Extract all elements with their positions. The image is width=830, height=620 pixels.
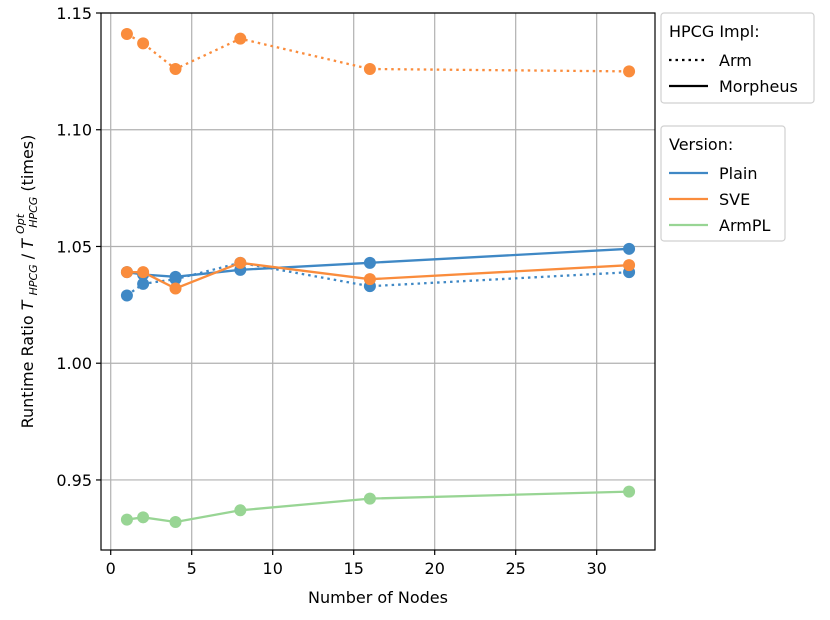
- legend-label: Arm: [719, 51, 752, 70]
- x-tick-label: 5: [187, 559, 197, 578]
- series-line: [126, 261, 630, 290]
- data-point: [169, 515, 182, 528]
- y-tick-label: 1.15: [56, 4, 92, 23]
- y-axis-title-den-sup: Opt: [14, 213, 27, 234]
- legend-title: HPCG Impl:: [669, 22, 760, 41]
- x-tick-label: 15: [344, 559, 364, 578]
- series-line: [126, 33, 630, 73]
- data-point: [120, 513, 133, 526]
- legend-box: [660, 12, 815, 104]
- series-plain-morpheus: [120, 242, 636, 283]
- y-axis-title-suffix: (times): [18, 135, 37, 192]
- data-point: [137, 511, 150, 524]
- x-tick-label: 25: [506, 559, 526, 578]
- series-line: [126, 490, 630, 524]
- series-sve-arm: [120, 28, 636, 78]
- x-axis-title: Number of Nodes: [308, 588, 448, 607]
- data-point: [623, 485, 636, 498]
- y-axis-title-num-sub: HPCG: [27, 264, 40, 295]
- data-point: [137, 266, 150, 279]
- data-point: [120, 289, 133, 302]
- y-axis-title-den-sub: HPCG: [27, 197, 40, 228]
- plot-series: [120, 28, 636, 528]
- legend-hpcg-impl: HPCG Impl: Arm Morpheus: [660, 12, 815, 104]
- y-axis-title-prefix: Runtime Ratio: [18, 310, 37, 428]
- plot-frame: [100, 12, 656, 551]
- series-sve-morpheus: [120, 256, 636, 295]
- y-tick-label: 1.05: [56, 237, 92, 256]
- series-line: [126, 261, 630, 297]
- x-tick-label: 10: [263, 559, 283, 578]
- y-tick-label: 0.95: [56, 471, 92, 490]
- data-point: [363, 63, 376, 76]
- data-point: [363, 492, 376, 505]
- data-point: [623, 242, 636, 255]
- x-tick-label: 30: [587, 559, 607, 578]
- data-point: [234, 256, 247, 269]
- data-point: [623, 65, 636, 78]
- legend-label: Morpheus: [719, 77, 798, 96]
- data-point: [120, 28, 133, 41]
- legends: HPCG Impl: Arm Morpheus Version: Plain SVE Arm…: [660, 12, 815, 242]
- x-tick-label: 20: [425, 559, 445, 578]
- legend-version: Version: Plain SVE ArmPL: [660, 125, 786, 242]
- data-point: [363, 256, 376, 269]
- data-point: [120, 266, 133, 279]
- data-point: [169, 270, 182, 283]
- data-point: [169, 63, 182, 76]
- y-axis-title: Runtime Ratio T HPCG / T Opt HPCG (times…: [9, 135, 41, 429]
- y-axis-title-den: T: [18, 238, 37, 249]
- legend-label: ArmPL: [719, 216, 770, 235]
- y-axis-title-slash: /: [18, 249, 37, 259]
- y-tick-label: 1.10: [56, 121, 92, 140]
- y-axis-title-num: T: [18, 299, 37, 310]
- data-point: [363, 273, 376, 286]
- data-point: [169, 282, 182, 295]
- x-tick-label: 0: [106, 559, 116, 578]
- y-tick-label: 1.00: [56, 354, 92, 373]
- data-point: [137, 37, 150, 50]
- legend-label: SVE: [719, 190, 750, 209]
- data-point: [137, 277, 150, 290]
- legend-box: [660, 125, 786, 242]
- data-point: [234, 32, 247, 45]
- legend-label: Plain: [719, 164, 757, 183]
- axis-ticks: 0 5 10 15 20 25 30 0.95 1.00 1.05 1.10 1.15: [56, 4, 606, 578]
- series-armpl-morpheus: [120, 485, 636, 528]
- data-point: [234, 504, 247, 517]
- grid-lines: [101, 12, 655, 550]
- legend-title: Version:: [669, 135, 733, 154]
- data-point: [623, 259, 636, 272]
